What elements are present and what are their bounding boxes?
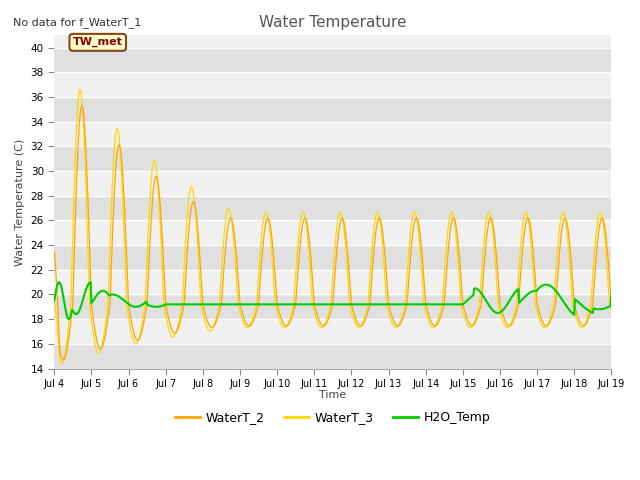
Legend: WaterT_2, WaterT_3, H2O_Temp: WaterT_2, WaterT_3, H2O_Temp <box>170 406 496 429</box>
Bar <box>54 48 611 72</box>
Title: Water Temperature: Water Temperature <box>259 15 406 30</box>
Bar <box>54 146 611 171</box>
X-axis label: Time: Time <box>319 390 346 400</box>
Bar <box>54 344 611 369</box>
Bar <box>54 270 611 295</box>
Bar <box>54 171 611 196</box>
Bar <box>54 295 611 319</box>
Bar <box>54 196 611 220</box>
Y-axis label: Water Temperature (C): Water Temperature (C) <box>15 138 25 265</box>
Bar <box>54 97 611 122</box>
Text: TW_met: TW_met <box>73 37 123 48</box>
Bar <box>54 122 611 146</box>
Bar <box>54 319 611 344</box>
Bar <box>54 245 611 270</box>
Bar <box>54 36 611 48</box>
Text: No data for f_WaterT_1: No data for f_WaterT_1 <box>13 17 141 28</box>
Bar <box>54 72 611 97</box>
Bar <box>54 220 611 245</box>
